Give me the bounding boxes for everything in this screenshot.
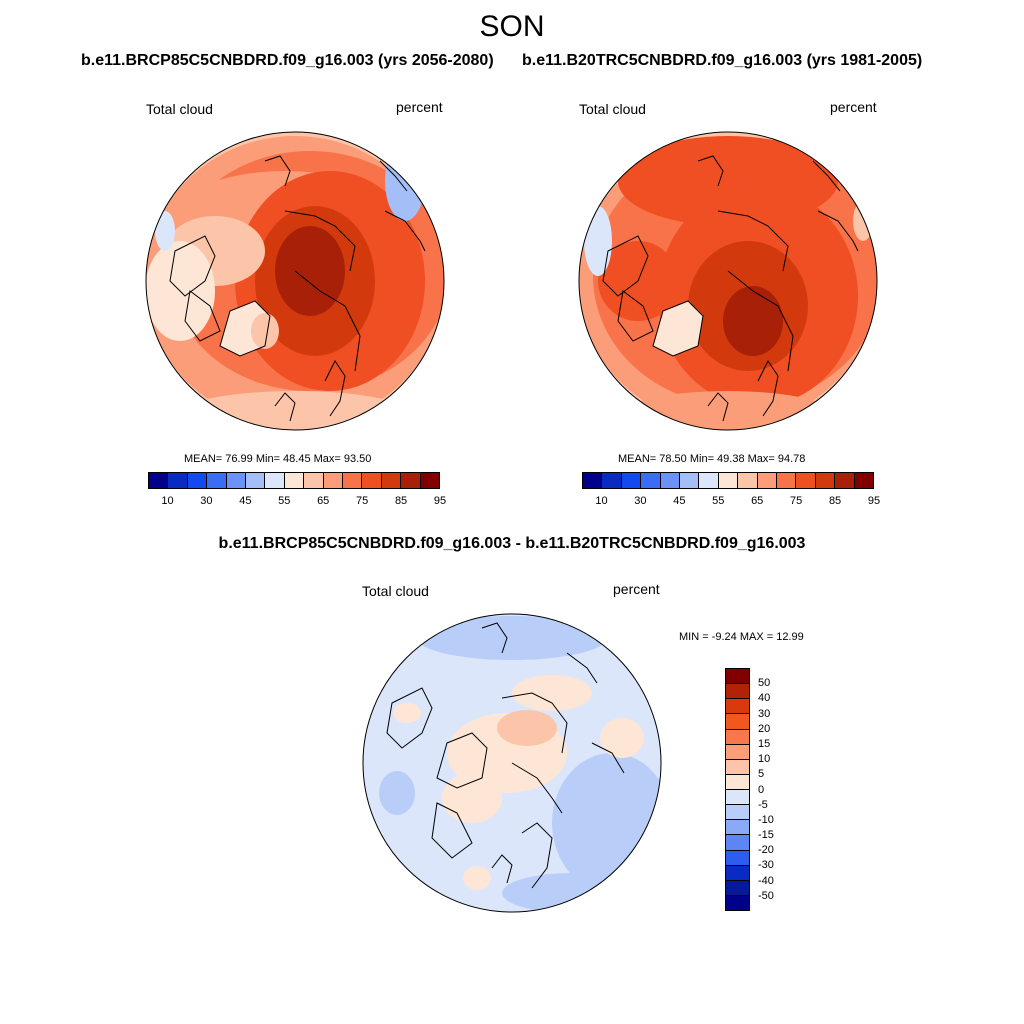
colorbar-tick-label: -15 [758, 829, 774, 842]
colorbar-tick-label: 85 [394, 495, 408, 507]
colorbar-tick-label: -10 [758, 813, 774, 826]
colorbar-tick-label: 45 [673, 495, 686, 507]
colorbar-swatch [726, 744, 749, 760]
colorbar-tick-label: 30 [634, 495, 647, 507]
colorbar-swatch [621, 473, 642, 488]
right-case-title: b.e11.B20TRC5CNBDRD.f09_g16.003 (yrs 198… [522, 52, 923, 69]
right-units-label: percent [830, 99, 877, 115]
colorbar-swatch [168, 473, 188, 488]
left-stats: MEAN= 76.99 Min= 48.45 Max= 93.50 [184, 453, 372, 465]
colorbar-tick-label: 75 [790, 495, 803, 507]
colorbar-tick-label: 40 [758, 692, 771, 705]
colorbar-swatch [777, 473, 797, 488]
colorbar-tick-label: 10 [595, 495, 608, 507]
diff-variable-label: Total cloud [362, 583, 429, 599]
colorbar-swatch [401, 473, 421, 488]
colorbar-swatch [726, 669, 749, 685]
colorbar-swatch [207, 473, 227, 488]
colorbar-tick-label: 55 [278, 495, 291, 507]
colorbar-swatch [246, 473, 266, 488]
colorbar-swatch [641, 473, 661, 488]
colorbar-swatch [726, 895, 749, 910]
colorbar-swatch [796, 473, 816, 488]
difference-title: b.e11.BRCP85C5CNBDRD.f09_g16.003 - b.e11… [218, 535, 806, 552]
colorbar-tick-label: -40 [758, 874, 774, 887]
colorbar-tick-label: 55 [712, 495, 725, 507]
colorbar-tick-label: 45 [239, 495, 252, 507]
colorbar-swatch [854, 473, 874, 488]
colorbar-swatch [284, 473, 305, 488]
colorbar-swatch [726, 805, 749, 821]
diff-units-label: percent [613, 581, 660, 597]
colorbar-tick-label: 5 [758, 768, 765, 781]
colorbar-swatch [699, 473, 719, 488]
colorbar-swatch [680, 473, 700, 488]
diff-minmax: MIN = -9.24 MAX = 12.99 [679, 631, 804, 643]
left-colorbar-labels: 10 30 45 55 65 75 85 95 [148, 495, 446, 509]
diff-colorbar [725, 668, 750, 911]
colorbar-tick-label: 10 [758, 753, 771, 766]
colorbar-swatch [187, 473, 208, 488]
colorbar-swatch [757, 473, 778, 488]
colorbar-tick-label: 75 [356, 495, 369, 507]
colorbar-swatch [726, 699, 749, 715]
colorbar-swatch [726, 714, 749, 730]
colorbar-swatch [726, 790, 749, 806]
colorbar-swatch [726, 820, 749, 836]
colorbar-tick-label: -20 [758, 844, 774, 857]
right-colorbar [582, 472, 874, 489]
colorbar-swatch [660, 473, 681, 488]
colorbar-tick-label: 30 [758, 707, 771, 720]
colorbar-swatch [815, 473, 836, 488]
season-title: SON [479, 10, 545, 43]
colorbar-swatch [304, 473, 324, 488]
colorbar-swatch [226, 473, 247, 488]
right-colorbar-labels: 10 30 45 55 65 75 85 95 [582, 495, 880, 509]
colorbar-swatch [343, 473, 363, 488]
colorbar-tick-label: 10 [161, 495, 174, 507]
colorbar-swatch [583, 473, 603, 488]
right-variable-label: Total cloud [579, 101, 646, 117]
colorbar-swatch [381, 473, 402, 488]
difference-polar-map [362, 613, 662, 913]
left-case-title: b.e11.BRCP85C5CNBDRD.f09_g16.003 (yrs 20… [81, 52, 494, 69]
colorbar-swatch [726, 729, 749, 745]
colorbar-swatch [362, 473, 382, 488]
colorbar-tick-label: 20 [758, 722, 771, 735]
colorbar-tick-label: 50 [758, 677, 771, 690]
colorbar-tick-label: 65 [751, 495, 764, 507]
colorbar-tick-label: 85 [828, 495, 842, 507]
colorbar-swatch [726, 865, 749, 881]
left-colorbar [148, 472, 440, 489]
colorbar-swatch [323, 473, 344, 488]
colorbar-swatch [726, 759, 749, 775]
left-variable-label: Total cloud [146, 101, 213, 117]
colorbar-swatch [726, 880, 749, 896]
colorbar-tick-label: 95 [433, 495, 447, 507]
right-stats: MEAN= 78.50 Min= 49.38 Max= 94.78 [618, 453, 806, 465]
colorbar-tick-label: 0 [758, 783, 765, 796]
colorbar-tick-label: -30 [758, 859, 774, 872]
colorbar-swatch [726, 684, 749, 700]
colorbar-tick-label: 30 [200, 495, 213, 507]
left-units-label: percent [396, 99, 443, 115]
colorbar-swatch [738, 473, 758, 488]
colorbar-tick-label: 15 [758, 737, 771, 750]
colorbar-tick-label: 65 [317, 495, 330, 507]
colorbar-swatch [726, 774, 749, 790]
left-polar-map [145, 131, 445, 431]
colorbar-swatch [726, 850, 749, 866]
colorbar-swatch [265, 473, 285, 488]
right-polar-map [578, 131, 878, 431]
colorbar-tick-label: -5 [758, 798, 768, 811]
colorbar-swatch [835, 473, 855, 488]
colorbar-swatch [602, 473, 622, 488]
colorbar-tick-label: 95 [867, 495, 881, 507]
colorbar-swatch [718, 473, 739, 488]
colorbar-swatch [726, 835, 749, 851]
colorbar-tick-label: -50 [758, 889, 774, 902]
diff-colorbar-labels: 50 40 30 20 15 10 5 0 -5 -10 -15 -20 -30 -40 -50 [758, 668, 788, 911]
colorbar-swatch [420, 473, 440, 488]
colorbar-swatch [149, 473, 169, 488]
